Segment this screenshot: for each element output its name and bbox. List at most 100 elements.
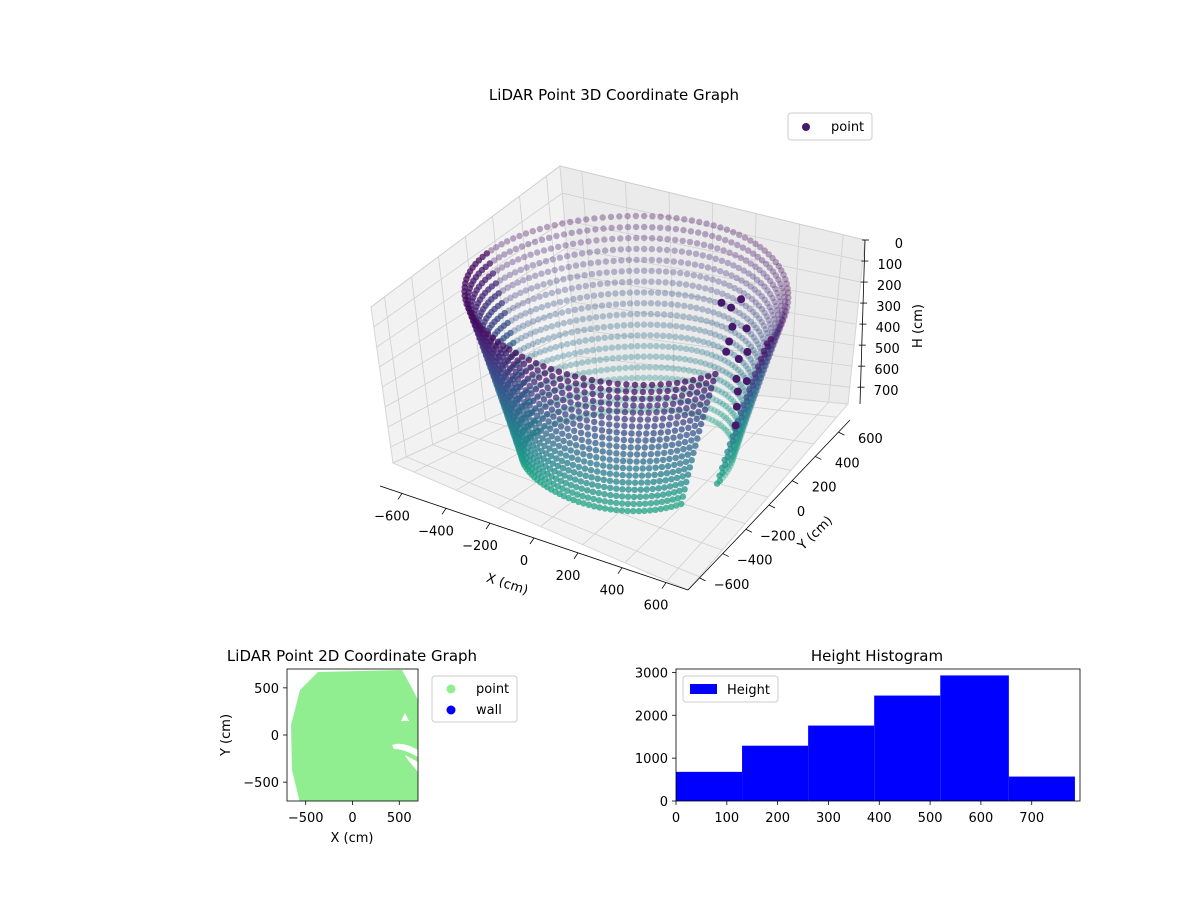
cloud-point-3d	[747, 237, 754, 244]
cloud-point-3d	[633, 256, 640, 264]
cloud-point-3d	[592, 314, 600, 321]
cloud-point-3d	[606, 477, 614, 484]
cloud-point-3d	[653, 332, 660, 339]
cloud-point-3d	[626, 300, 634, 307]
cloud-point-3d	[730, 229, 737, 236]
cloud-point-3d	[703, 380, 710, 387]
cloud-point-3d	[773, 333, 780, 340]
cloud-point-3d	[630, 507, 637, 515]
cloud-point-3d	[525, 274, 533, 282]
cloud-point-3d	[578, 436, 585, 444]
cloud-point-3d	[542, 258, 550, 265]
cloud-point-3d	[706, 297, 713, 304]
cloud-point-3d	[699, 394, 706, 401]
cloud-point-3d	[676, 280, 683, 287]
cloud-point-3d	[514, 302, 522, 309]
cloud-point-3d	[737, 427, 745, 435]
cloud-point-3d	[528, 285, 535, 292]
cloud-point-3d	[533, 412, 541, 419]
cloud-point-3d	[678, 392, 686, 399]
grid-line-x-back	[624, 181, 637, 384]
cloud-point-3d	[529, 262, 537, 269]
cloud-point-3d	[525, 297, 532, 305]
cloud-point-3d	[582, 337, 589, 344]
cloud-point-3d	[727, 383, 734, 390]
cloud-point-3d	[741, 420, 748, 428]
cloud-point-3d	[543, 377, 550, 384]
cloud-point-3d	[655, 289, 662, 296]
cloud-point-3d	[599, 214, 606, 221]
cloud-point-3d	[648, 492, 655, 500]
cloud-point-3d	[661, 449, 668, 457]
cloud-point-3d	[668, 441, 676, 448]
cloud-point-3d	[752, 388, 760, 395]
x-tick-label-3d: 200	[556, 569, 581, 584]
cloud-point-3d	[692, 396, 699, 403]
cloud-point-3d	[564, 340, 571, 348]
cloud-point-3d	[574, 273, 581, 280]
cloud-point-3d	[567, 399, 574, 406]
cloud-point-3d	[556, 254, 564, 261]
cloud-point-3d	[625, 493, 632, 500]
cloud-point-3d	[547, 425, 554, 432]
cloud-point-3d	[751, 392, 759, 399]
cloud-point-3d	[570, 496, 577, 504]
cloud-point-3d	[764, 300, 771, 307]
cloud-point-3d	[619, 457, 627, 465]
cloud-point-3d	[526, 402, 533, 409]
cloud-point-3d	[671, 344, 678, 351]
point-region-2d	[291, 670, 418, 801]
cloud-point-3d	[616, 224, 623, 231]
cloud-point-3d	[558, 265, 565, 272]
cloud-point-3d	[766, 264, 773, 271]
cloud-point-3d	[777, 322, 784, 329]
legend-marker-wall-2d	[446, 705, 456, 715]
cloud-point-3d	[613, 415, 621, 422]
cloud-point-3d	[661, 484, 668, 491]
x-tick-label-3d: 400	[600, 584, 625, 599]
cloud-point-3d	[746, 403, 753, 410]
cloud-point-3d	[701, 387, 708, 394]
cloud-point-3d	[527, 364, 534, 371]
cloud-point-3d	[609, 235, 616, 243]
cloud-point-3d	[581, 272, 588, 279]
cloud-point-3d	[778, 307, 785, 314]
cloud-point-3d	[596, 346, 603, 353]
cloud-point-3d	[717, 224, 724, 231]
cloud-point-3d	[566, 318, 574, 325]
cloud-point-3d	[593, 237, 600, 244]
cloud-point-3d	[655, 485, 662, 492]
cloud-point-3d	[674, 495, 682, 502]
x-tick-3d	[661, 582, 667, 589]
cloud-point-3d	[510, 304, 517, 312]
cloud-point-3d	[623, 381, 630, 388]
cloud-point-3d	[658, 353, 666, 361]
cloud-point-3d	[758, 293, 765, 300]
cloud-point-3d	[675, 365, 682, 373]
cloud-point-3d	[780, 312, 788, 319]
cloud-point-3d	[725, 417, 732, 424]
cloud-point-3d	[528, 409, 535, 417]
cloud-point-3d	[627, 311, 634, 318]
cloud-point-3d	[664, 387, 671, 394]
cloud-point-3d	[546, 312, 553, 319]
cloud-point-3d	[683, 270, 691, 278]
cloud-point-3d	[577, 429, 585, 436]
cloud-point-3d	[584, 494, 592, 501]
cloud-point-3d	[520, 277, 527, 284]
cloud-point-3d	[592, 439, 599, 447]
cloud-point-3d	[774, 330, 781, 337]
cloud-point-3d	[607, 323, 614, 330]
cloud-point-3d	[724, 393, 732, 400]
cloud-point-3d	[538, 270, 545, 277]
cloud-point-3d	[597, 385, 604, 392]
cloud-point-3d	[528, 390, 535, 397]
cloud-point-3d	[763, 313, 770, 320]
cloud-point-3d	[655, 443, 662, 450]
cloud-point-3d	[598, 406, 605, 413]
cloud-point-3d	[744, 412, 751, 419]
cloud-point-3d	[553, 455, 560, 462]
cloud-point-3d	[527, 421, 534, 429]
cloud-point-3d	[750, 334, 758, 341]
cloud-point-3d	[750, 250, 757, 257]
